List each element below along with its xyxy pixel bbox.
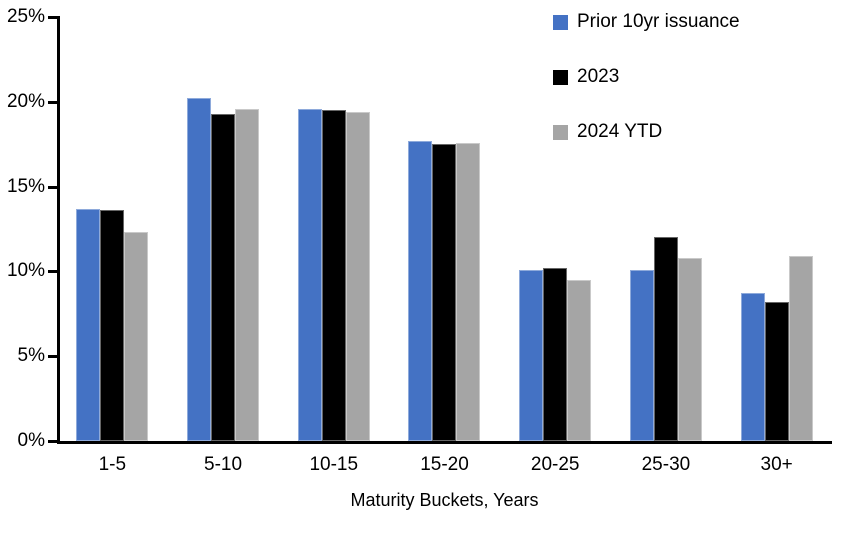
bar-2023-5-10 xyxy=(211,113,236,441)
x-axis-line xyxy=(57,441,832,444)
bar-prior-10yr-issuance-25-30 xyxy=(629,269,654,441)
y-tick-label: 0% xyxy=(17,430,45,451)
legend-item-prior-10yr-issuance: Prior 10yr issuance xyxy=(553,11,740,33)
y-axis-tick xyxy=(48,100,57,104)
x-tick-label-15-20: 15-20 xyxy=(420,454,469,475)
y-tick-label: 25% xyxy=(6,6,45,27)
legend-item-2024-ytd: 2024 YTD xyxy=(553,121,662,143)
y-axis-tick xyxy=(48,16,57,19)
y-tick-label: 20% xyxy=(6,90,45,112)
bar-2023-1-5 xyxy=(100,210,125,441)
legend-swatch-icon xyxy=(553,124,568,140)
y-axis-tick xyxy=(48,185,57,189)
bar-prior-10yr-issuance-1-5 xyxy=(76,208,101,441)
bar-group-25-30 xyxy=(611,17,722,441)
bar-prior-10yr-issuance-5-10 xyxy=(187,98,212,441)
x-tick-label-5-10: 5-10 xyxy=(204,454,243,475)
y-axis-tick xyxy=(48,270,57,274)
x-tick-label-20-25: 20-25 xyxy=(530,454,580,475)
y-axis-tick xyxy=(48,440,57,443)
legend-label: Prior 10yr issuance xyxy=(577,11,740,32)
bar-2024-ytd-1-5 xyxy=(124,232,149,441)
bar-prior-10yr-issuance-30+ xyxy=(740,293,765,441)
bar-2024-ytd-15-20 xyxy=(456,142,481,441)
bar-2024-ytd-10-15 xyxy=(345,111,370,441)
y-axis-tick xyxy=(48,355,57,359)
y-axis-line xyxy=(57,16,60,444)
y-tick-label: 15% xyxy=(6,175,45,197)
y-tick-label: 10% xyxy=(6,260,45,282)
bar-2023-10-15 xyxy=(321,110,346,441)
bar-group-15-20 xyxy=(389,17,500,441)
bar-2023-20-25 xyxy=(543,268,568,441)
legend-label: 2023 xyxy=(577,66,620,87)
bar-prior-10yr-issuance-20-25 xyxy=(519,269,544,441)
bar-group-10-15 xyxy=(278,17,389,441)
bar-group-1-5 xyxy=(57,17,168,441)
legend-label: 2024 YTD xyxy=(577,121,663,142)
y-tick-label: 5% xyxy=(17,345,45,367)
bar-group-30+ xyxy=(721,17,832,441)
bar-prior-10yr-issuance-15-20 xyxy=(408,140,433,441)
plot-area xyxy=(57,17,832,441)
legend-item-2023: 2023 xyxy=(553,66,619,88)
x-tick-label-10-15: 10-15 xyxy=(309,454,359,475)
legend-swatch-icon xyxy=(553,14,568,30)
x-axis-title: Maturity Buckets, Years xyxy=(350,490,539,510)
bar-prior-10yr-issuance-10-15 xyxy=(297,108,322,441)
x-tick-label-30+: 30+ xyxy=(760,454,793,475)
bar-2023-30+ xyxy=(764,301,789,441)
x-tick-label-1-5: 1-5 xyxy=(98,454,127,475)
legend-swatch-icon xyxy=(553,69,568,85)
bar-2023-25-30 xyxy=(653,237,678,441)
bar-2023-15-20 xyxy=(432,144,457,441)
x-tick-label-25-30: 25-30 xyxy=(641,454,691,475)
bar-2024-ytd-30+ xyxy=(788,256,813,441)
bar-group-20-25 xyxy=(500,17,611,441)
bar-2024-ytd-5-10 xyxy=(235,108,260,441)
bar-2024-ytd-20-25 xyxy=(567,279,592,441)
bar-group-5-10 xyxy=(168,17,279,441)
bar-2024-ytd-25-30 xyxy=(677,257,702,441)
